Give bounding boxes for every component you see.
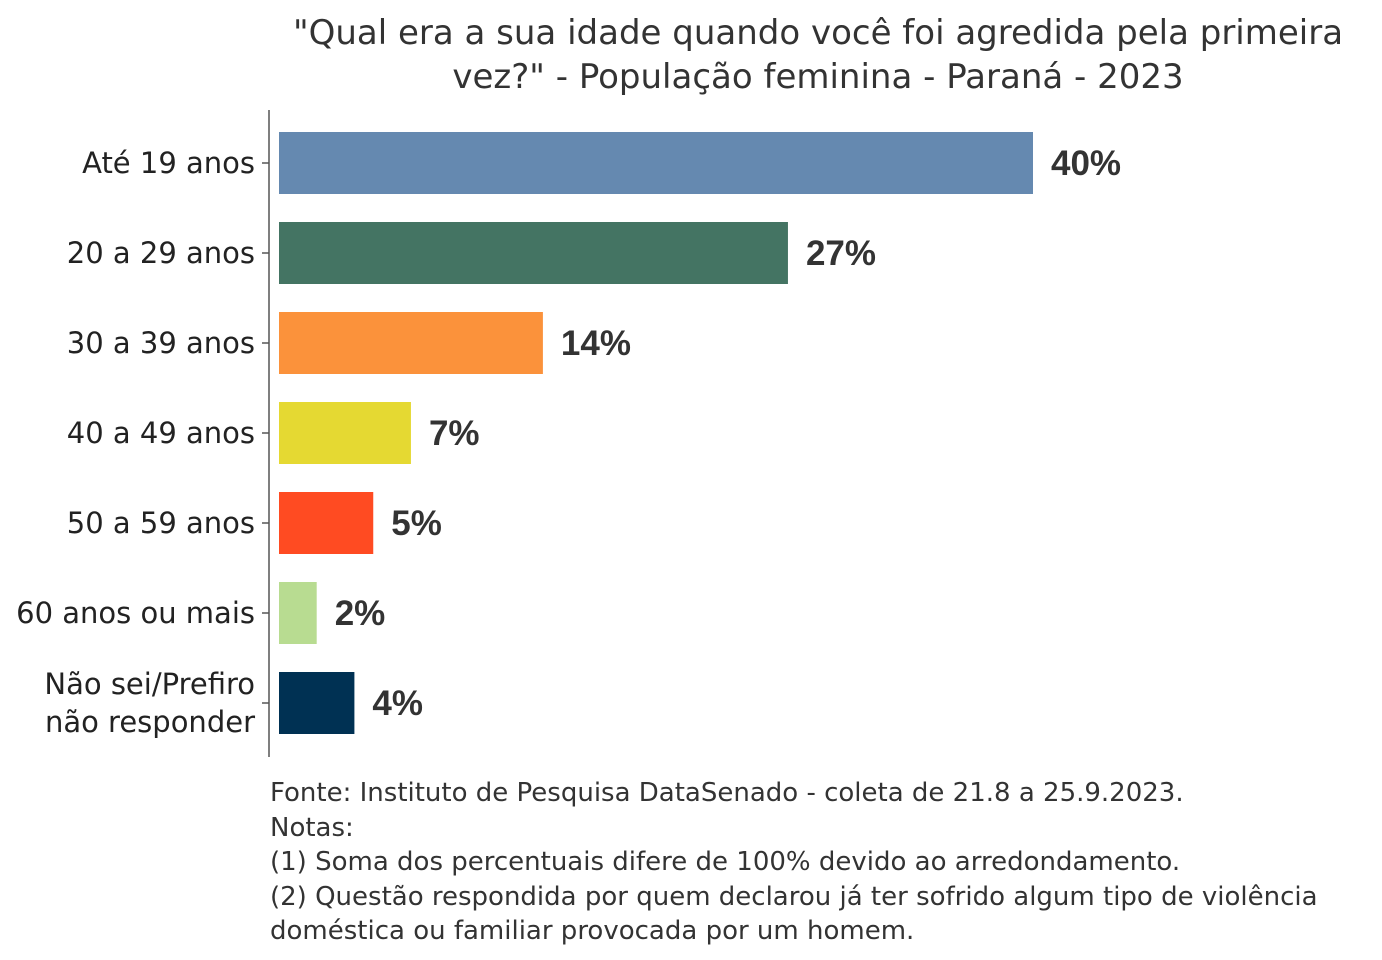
note-1: (1) Soma dos percentuais difere de 100% … <box>270 847 1181 877</box>
value-label-5: 5% <box>391 504 442 543</box>
note-2-line-2: doméstica ou familiar provocada por um h… <box>270 916 915 946</box>
bars: Até 19 anos 40% 20 a 29 anos 27% 30 a 39 ano… <box>16 132 1121 739</box>
category-label-2: 20 a 29 anos <box>67 236 255 270</box>
bar-2 <box>279 222 788 284</box>
notes-heading: Notas: <box>270 812 354 843</box>
chart-title-line-1: "Qual era a sua idade quando você foi ag… <box>293 13 1343 53</box>
category-label-6: 60 anos ou mais <box>16 596 255 630</box>
bar-7 <box>279 672 355 734</box>
category-label-4: 40 a 49 anos <box>67 416 255 450</box>
value-label-3: 14% <box>561 324 631 363</box>
source-note: Fonte: Instituto de Pesquisa DataSenado … <box>270 778 1184 808</box>
value-label-2: 27% <box>806 234 876 273</box>
category-label-5: 50 a 59 anos <box>67 506 255 540</box>
value-label-1: 40% <box>1051 144 1121 183</box>
value-label-6: 2% <box>335 594 386 633</box>
bar-4 <box>279 402 411 464</box>
note-2-line-1: (2) Questão respondida por quem declarou… <box>270 881 1318 912</box>
footnotes: Fonte: Instituto de Pesquisa DataSenado … <box>270 776 1370 949</box>
value-label-4: 7% <box>429 414 480 453</box>
value-label-7: 4% <box>372 684 423 723</box>
bar-5 <box>279 492 374 554</box>
bar-1 <box>279 132 1033 194</box>
chart-title-line-2: vez?" - População feminina - Paraná - 20… <box>452 57 1183 97</box>
category-label-3: 30 a 39 anos <box>67 326 255 360</box>
bar-3 <box>279 312 543 374</box>
chart-title: "Qual era a sua idade quando você foi ag… <box>293 13 1343 97</box>
category-label-7: Não sei/Prefiro não responder <box>44 667 255 739</box>
category-label-1: Até 19 anos <box>82 146 255 180</box>
bar-6 <box>279 582 317 644</box>
